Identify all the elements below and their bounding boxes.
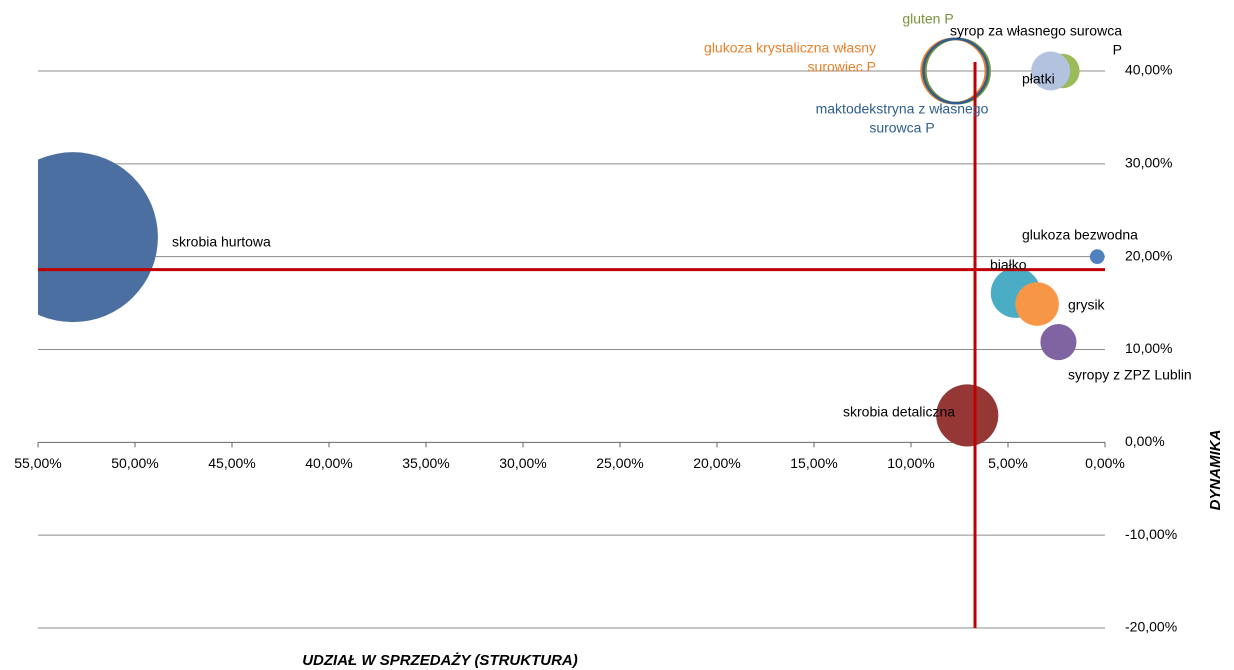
y-tick-label: 10,00% <box>1125 340 1172 356</box>
x-tick-label: 0,00% <box>1085 455 1125 471</box>
bubble <box>1031 51 1071 91</box>
x-axis-label: UDZIAŁ W SPRZEDAŻY (STRUKTURA) <box>302 652 578 669</box>
data-label: surowca P <box>869 120 934 136</box>
bubble <box>1015 282 1059 326</box>
bubble <box>1089 249 1105 265</box>
x-tick-label: 40,00% <box>305 455 352 471</box>
x-tick-label: 35,00% <box>402 455 449 471</box>
x-tick-label: 20,00% <box>693 455 740 471</box>
data-label: grysik <box>1068 297 1106 313</box>
data-label: gluten P <box>902 11 953 27</box>
y-tick-label: -20,00% <box>1125 619 1177 635</box>
data-label: skrobia detaliczna <box>843 404 955 420</box>
data-label: białko <box>990 257 1027 273</box>
x-tick-label: 55,00% <box>14 455 61 471</box>
data-label: surowiec P <box>808 59 876 75</box>
y-tick-label: -10,00% <box>1125 526 1177 542</box>
x-tick-label: 5,00% <box>988 455 1028 471</box>
bubble <box>38 152 158 323</box>
y-tick-label: 0,00% <box>1125 433 1165 449</box>
y-tick-label: 30,00% <box>1125 155 1172 171</box>
x-tick-label: 10,00% <box>887 455 934 471</box>
x-tick-label: 30,00% <box>499 455 546 471</box>
data-label: syropy z ZPZ Lublin <box>1068 367 1192 383</box>
x-tick-label: 45,00% <box>208 455 255 471</box>
y-tick-label: 20,00% <box>1125 247 1172 263</box>
data-label: P <box>1113 42 1122 58</box>
x-tick-label: 50,00% <box>111 455 158 471</box>
data-label: maktodekstryna z własnego <box>816 101 989 117</box>
bubble <box>936 384 999 447</box>
x-tick-label: 25,00% <box>596 455 643 471</box>
y-tick-label: 40,00% <box>1125 62 1172 78</box>
data-label: płatki <box>1022 71 1055 87</box>
x-tick-label: 15,00% <box>790 455 837 471</box>
bubble <box>922 37 989 105</box>
data-label: glukoza bezwodna <box>1022 227 1138 243</box>
data-label: syrop za własnego surowca <box>950 23 1122 39</box>
data-label: skrobia hurtowa <box>172 234 271 250</box>
data-label: glukoza krystaliczna własny <box>704 40 876 56</box>
bubble <box>1040 324 1077 361</box>
y-axis-label: DYNAMIKA <box>1207 430 1224 511</box>
